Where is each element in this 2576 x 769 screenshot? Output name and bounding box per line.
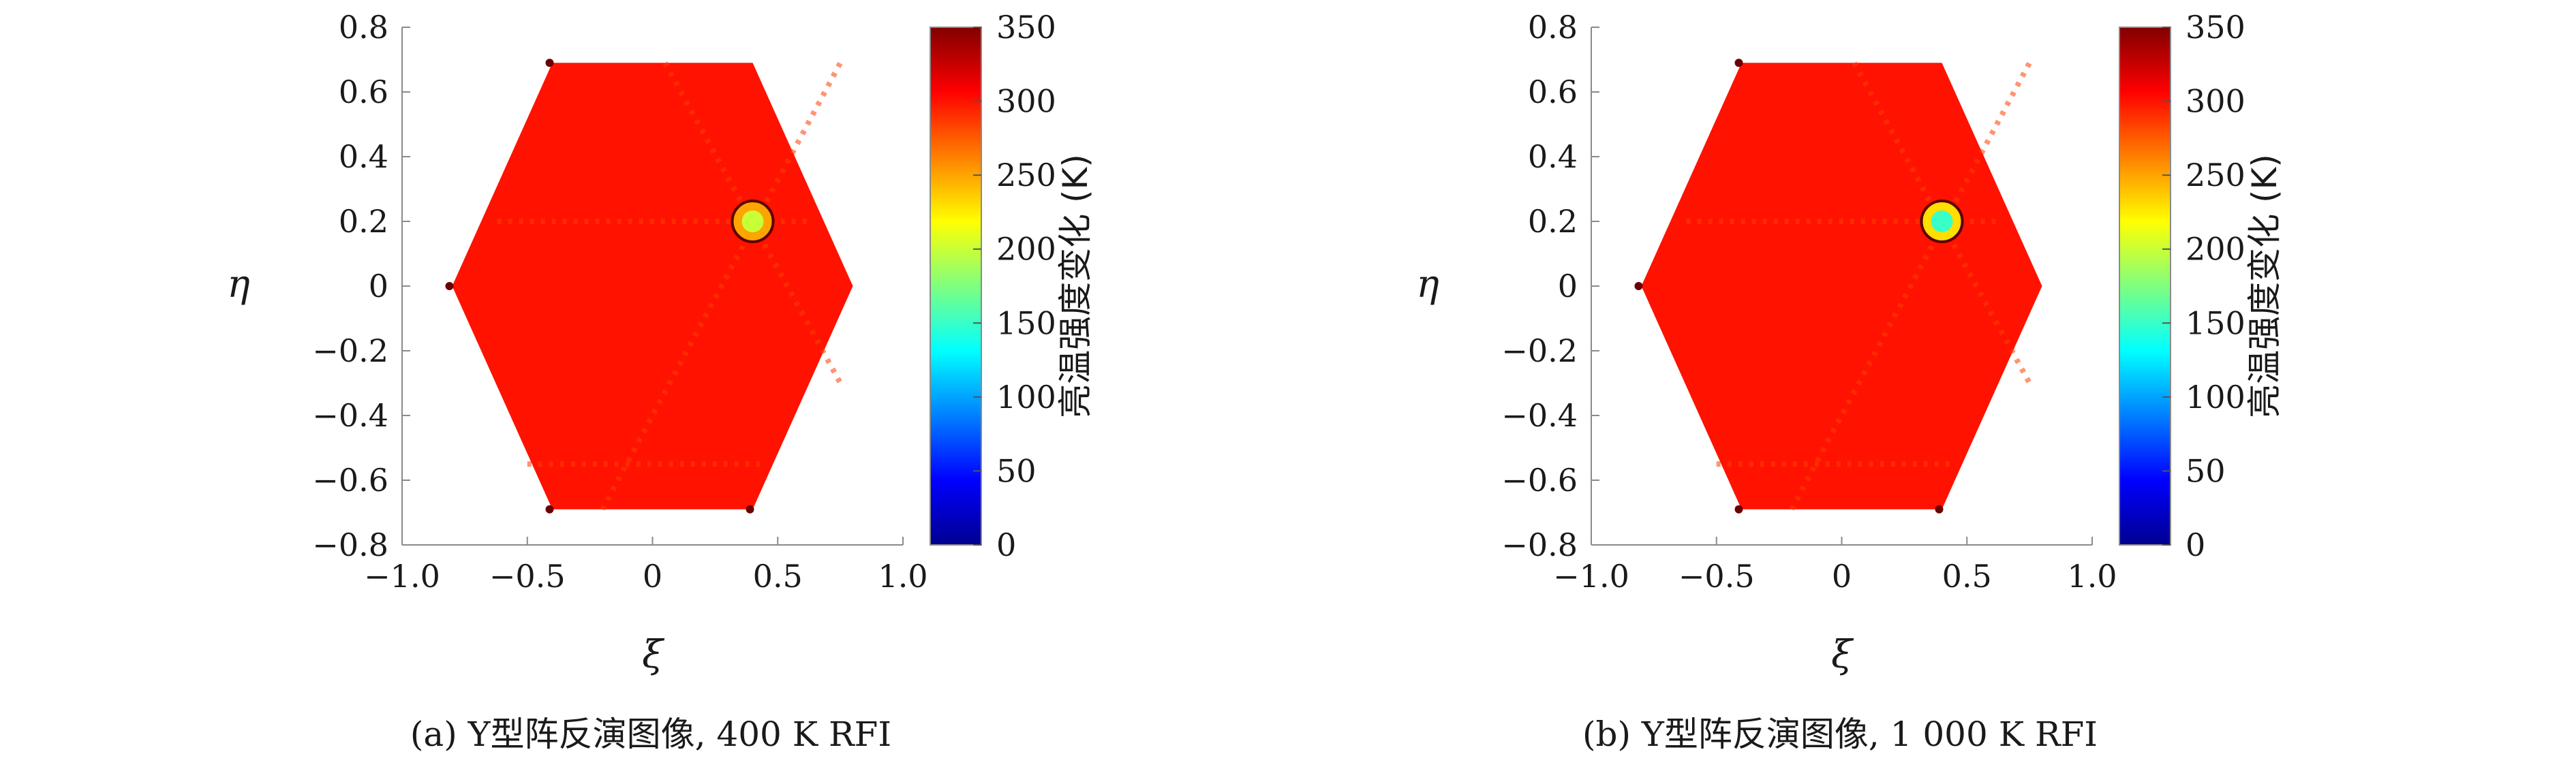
colorbar-tick-label: 350 — [2186, 9, 2245, 46]
vertex-marker — [545, 59, 554, 67]
rfi-hotspot-ring — [731, 200, 775, 243]
colorbar-tick-label: 100 — [996, 379, 1056, 415]
colorbar-label: 亮温强度变化 (K) — [2245, 154, 2284, 418]
y-tick-label: −0.6 — [1501, 462, 1578, 499]
vertex-marker — [1634, 282, 1643, 290]
y-tick-label: −0.2 — [1501, 332, 1578, 369]
y-tick-label: −0.8 — [312, 527, 388, 563]
colorbar-label: 亮温强度变化 (K) — [1056, 154, 1095, 418]
colorbar-tick-label: 200 — [2186, 231, 2245, 268]
y-tick-label: 0 — [1558, 268, 1578, 304]
colorbar-tick-label: 0 — [2186, 527, 2205, 563]
rfi-hotspot-inner — [1931, 210, 1953, 232]
x-tick-label: 1.0 — [2067, 558, 2117, 595]
x-tick-label: 0.5 — [753, 558, 803, 595]
vertex-marker — [445, 282, 454, 290]
colorbar-tick-label: 100 — [2186, 379, 2245, 415]
x-tick-label: 1.0 — [878, 558, 927, 595]
y-tick-label: 0.2 — [1528, 203, 1578, 240]
colorbar-tick-label: 300 — [2186, 83, 2245, 120]
vertex-marker — [746, 505, 754, 514]
x-tick-label: 0.5 — [1942, 558, 1992, 595]
x-tick-label: 0 — [643, 558, 662, 595]
colorbar-tick-label: 150 — [996, 304, 1056, 341]
colorbar-tick-label: 150 — [2186, 304, 2245, 341]
x-axis-label: ξ — [642, 633, 665, 677]
hexagon-field — [1641, 63, 2042, 509]
colorbar-tick-label: 350 — [996, 9, 1056, 46]
y-tick-label: 0.6 — [1528, 74, 1578, 110]
y-tick-label: 0.8 — [1528, 9, 1578, 46]
colorbar — [930, 27, 982, 546]
y-tick-label: −0.2 — [312, 332, 388, 369]
rfi-hotspot-ring — [1920, 200, 1964, 243]
x-tick-label: 0 — [1832, 558, 1852, 595]
colorbar-tick-label: 200 — [996, 231, 1056, 268]
panel-a: 0.8 0.6 0.4 0.2 0 −0.2 −0.4 −0.6 −0.8−1.0 −0.5 0 0.… — [227, 9, 1095, 677]
x-tick-label: −0.5 — [489, 558, 566, 595]
y-tick-label: 0.4 — [1528, 138, 1578, 175]
x-tick-label: −0.5 — [1678, 558, 1755, 595]
x-tick-label: −1.0 — [1553, 558, 1629, 595]
artifact-streak — [600, 61, 843, 511]
artifact-streak — [1789, 61, 2032, 511]
x-axis-label: ξ — [1831, 633, 1854, 677]
x-tick-label: −1.0 — [364, 558, 440, 595]
y-tick-label: 0.2 — [339, 203, 388, 240]
panel-b: 0.8 0.6 0.4 0.2 0 −0.2 −0.4 −0.6 −0.8−1.0 −0.5 0 0.… — [1416, 9, 2284, 677]
vertex-marker — [1935, 505, 1944, 514]
y-tick-label: −0.4 — [1501, 397, 1578, 434]
colorbar-tick-label: 300 — [996, 83, 1056, 120]
colorbar-tick-label: 250 — [996, 157, 1056, 193]
vertex-marker — [1734, 505, 1743, 514]
colorbar-tick-label: 250 — [2186, 157, 2245, 193]
colorbar-tick-label: 50 — [2186, 452, 2226, 489]
rfi-hotspot-inner — [741, 210, 764, 232]
caption-a: (a) Y型阵反演图像, 400 K RFI — [410, 715, 891, 754]
y-tick-label: −0.8 — [1501, 527, 1578, 563]
caption-b: (b) Y型阵反演图像, 1 000 K RFI — [1582, 715, 2098, 754]
y-tick-label: −0.4 — [312, 397, 388, 434]
y-tick-label: −0.6 — [312, 462, 388, 499]
y-tick-label: 0.6 — [339, 74, 388, 110]
y-axis-label: η — [227, 262, 250, 307]
vertex-marker — [1734, 59, 1743, 67]
y-tick-label: 0 — [369, 268, 388, 304]
colorbar — [2119, 27, 2171, 546]
colorbar-tick-label: 0 — [996, 527, 1016, 563]
y-tick-label: 0.4 — [339, 138, 388, 175]
hexagon-field — [452, 63, 853, 509]
vertex-marker — [545, 505, 554, 514]
colorbar-tick-label: 50 — [996, 452, 1037, 489]
y-tick-label: 0.8 — [339, 9, 388, 46]
y-axis-label: η — [1416, 262, 1439, 307]
